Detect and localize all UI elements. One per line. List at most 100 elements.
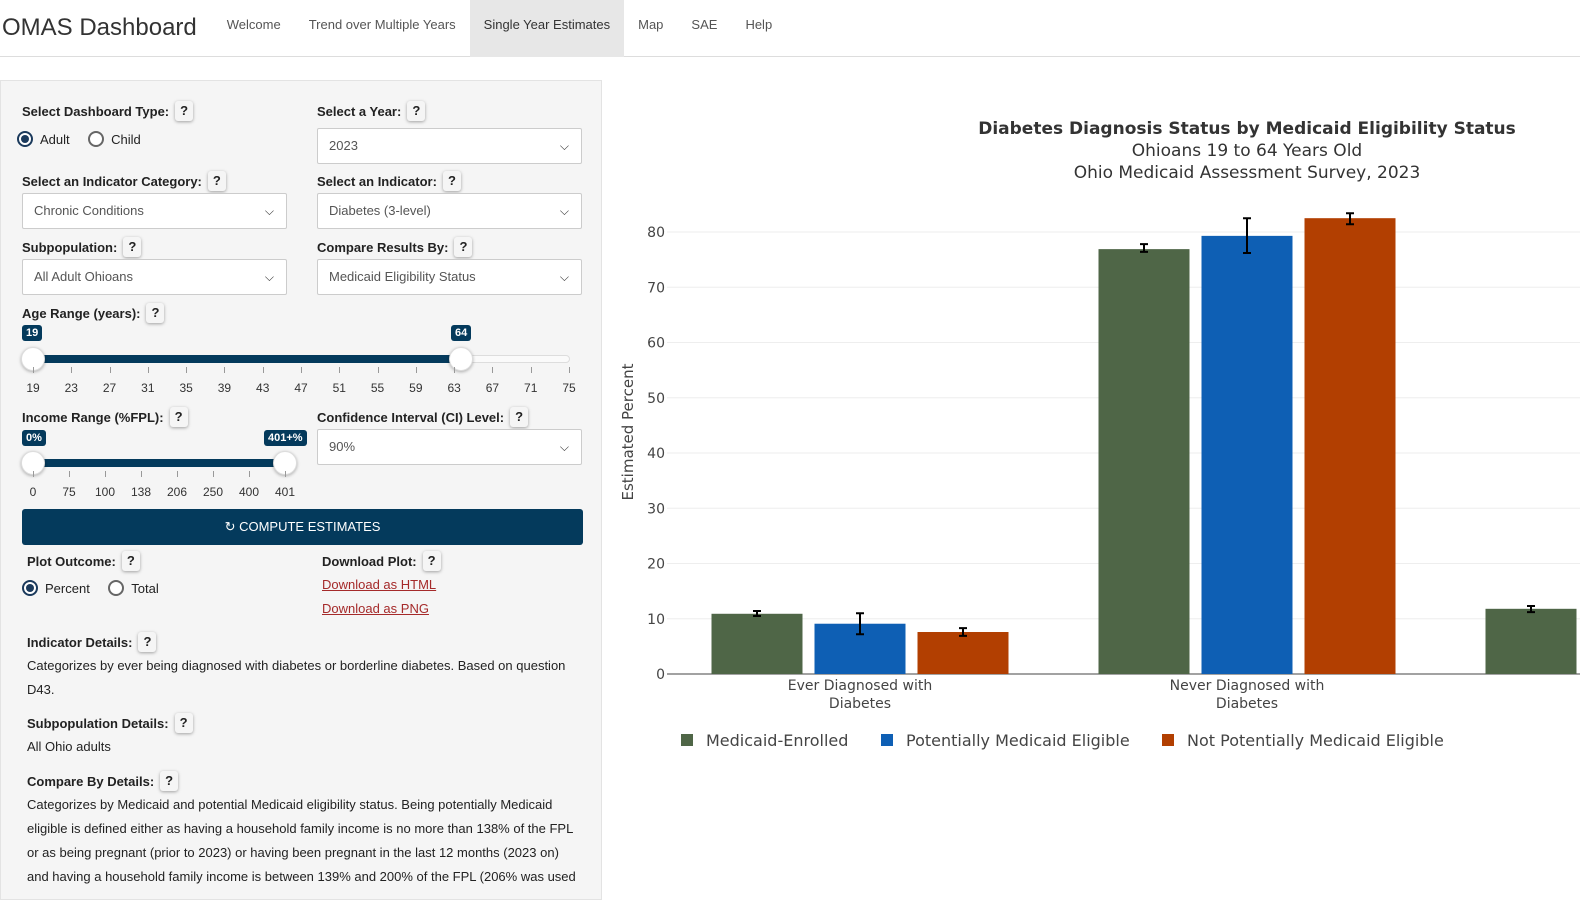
age-range-label: Age Range (years):?	[22, 303, 165, 323]
radio-adult[interactable]: Adult	[17, 131, 70, 147]
subpopulation-select[interactable]: All Adult Ohioans ⌵	[22, 259, 287, 295]
chevron-down-icon: ⌵	[559, 440, 569, 454]
chevron-down-icon: ⌵	[559, 204, 569, 218]
slider-tick-label: 55	[370, 381, 385, 395]
radio-total[interactable]: Total	[108, 580, 159, 596]
slider-tick-label: 47	[294, 381, 308, 395]
help-button[interactable]: ?	[138, 632, 157, 652]
chart-subtitle-1: Ohioans 19 to 64 Years Old	[1132, 141, 1362, 161]
help-button[interactable]: ?	[207, 171, 226, 191]
slider-tick-mark	[285, 471, 286, 477]
label-text: Compare By Details:	[27, 773, 155, 789]
plot-outcome-label: Plot Outcome:?	[27, 551, 140, 571]
slider-tick-mark	[105, 471, 106, 477]
download-html-link[interactable]: Download as HTML	[322, 577, 437, 592]
x-category-label: Diabetes	[829, 696, 891, 712]
label-text: Age Range (years):	[22, 305, 141, 321]
year-select[interactable]: 2023 ⌵	[317, 128, 582, 164]
compare-by-select[interactable]: Medicaid Eligibility Status ⌵	[317, 259, 582, 295]
nav-help[interactable]: Help	[745, 16, 773, 32]
indicator-category-select[interactable]: Chronic Conditions ⌵	[22, 193, 287, 229]
y-tick-label: 80	[647, 225, 665, 241]
slider-tick-label: 31	[141, 381, 155, 395]
chevron-down-icon: ⌵	[559, 139, 569, 153]
help-button[interactable]: ?	[422, 551, 441, 571]
radio-percent[interactable]: Percent	[22, 580, 90, 596]
y-tick-label: 20	[647, 557, 665, 573]
radio-label: Total	[131, 580, 159, 596]
slider-tick-label: 35	[179, 381, 193, 395]
age-slider-max-handle[interactable]	[449, 347, 473, 371]
radio-child[interactable]: Child	[88, 131, 141, 147]
nav-sae[interactable]: SAE	[691, 16, 718, 32]
slider-tick-mark	[415, 367, 417, 373]
slider-tick-label: 59	[409, 381, 423, 395]
help-button[interactable]: ?	[174, 713, 193, 733]
income-range-label: Income Range (%FPL):?	[22, 407, 188, 427]
bar-0-0	[711, 613, 803, 674]
nav-single-year[interactable]: Single Year Estimates	[469, 0, 625, 57]
nav-map[interactable]: Map	[638, 16, 664, 32]
income-slider-fill[interactable]	[28, 459, 286, 467]
error-bar	[1243, 217, 1251, 254]
select-value: Medicaid Eligibility Status	[329, 269, 476, 284]
help-button[interactable]: ?	[121, 551, 140, 571]
help-button[interactable]: ?	[454, 237, 473, 257]
chart-subtitle-2: Ohio Medicaid Assessment Survey, 2023	[1074, 163, 1421, 183]
label-text: Indicator Details:	[27, 634, 133, 650]
nav-trend[interactable]: Trend over Multiple Years	[308, 16, 456, 32]
slider-tick-mark	[147, 367, 149, 373]
label-text: Compare Results By:	[317, 239, 449, 255]
y-tick-label: 60	[647, 336, 665, 352]
help-button[interactable]: ?	[146, 303, 165, 323]
compute-estimates-button[interactable]: ↻ COMPUTE ESTIMATES	[22, 509, 583, 545]
ci-level-select[interactable]: 90% ⌵	[317, 429, 582, 465]
legend-swatch	[881, 734, 893, 746]
slider-tick-label: 0	[29, 485, 37, 499]
indicator-select[interactable]: Diabetes (3-level) ⌵	[317, 193, 582, 229]
legend-label: Medicaid-Enrolled	[706, 731, 848, 750]
help-button[interactable]: ?	[407, 101, 426, 121]
help-button[interactable]: ?	[510, 407, 529, 427]
slider-tick-label: 23	[64, 381, 78, 395]
select-value: 90%	[329, 439, 356, 454]
slider-tick-label: 100	[94, 485, 116, 499]
compare-by-label: Compare Results By:?	[317, 237, 473, 257]
chevron-down-icon: ⌵	[559, 270, 569, 284]
plot-outcome-radios: Percent Total	[22, 580, 173, 601]
y-tick-label: 30	[647, 501, 665, 517]
indicator-category-label: Select an Indicator Category:?	[22, 171, 226, 191]
dashboard-type-radios: Adult Child	[17, 131, 155, 152]
y-tick-label: 70	[647, 280, 665, 296]
y-tick-label: 40	[647, 446, 665, 462]
chevron-down-icon: ⌵	[264, 270, 274, 284]
bar-1-1	[1201, 235, 1293, 674]
radio-checked-icon	[17, 131, 33, 147]
legend-swatch	[1162, 734, 1174, 746]
chart-title: Diabetes Diagnosis Status by Medicaid El…	[978, 119, 1516, 139]
nav-welcome[interactable]: Welcome	[226, 16, 281, 32]
help-button[interactable]: ?	[160, 771, 179, 791]
slider-tick-mark	[33, 471, 34, 477]
legend-label: Potentially Medicaid Eligible	[906, 731, 1130, 750]
label-text: Select a Year:	[317, 103, 402, 119]
slider-tick-label: 206	[166, 485, 188, 499]
slider-tick-label: 51	[332, 381, 346, 395]
help-button[interactable]: ?	[123, 237, 142, 257]
dashboard-type-label: Select Dashboard Type:?	[22, 101, 194, 121]
help-button[interactable]: ?	[169, 407, 188, 427]
slider-tick-mark	[249, 471, 250, 477]
help-button[interactable]: ?	[442, 171, 461, 191]
x-category-label: Diabetes	[1216, 696, 1278, 712]
slider-tick-label: 75	[562, 381, 576, 395]
slider-tick-mark	[177, 471, 178, 477]
bar-2-1	[1304, 218, 1396, 674]
download-png-link[interactable]: Download as PNG	[322, 601, 429, 616]
slider-tick-mark	[213, 471, 214, 477]
slider-tick-label: 138	[130, 485, 152, 499]
help-button[interactable]: ?	[175, 101, 194, 121]
bar-0-2	[1485, 608, 1577, 674]
download-plot-label: Download Plot:?	[322, 551, 441, 571]
label-text: Plot Outcome:	[27, 553, 116, 569]
